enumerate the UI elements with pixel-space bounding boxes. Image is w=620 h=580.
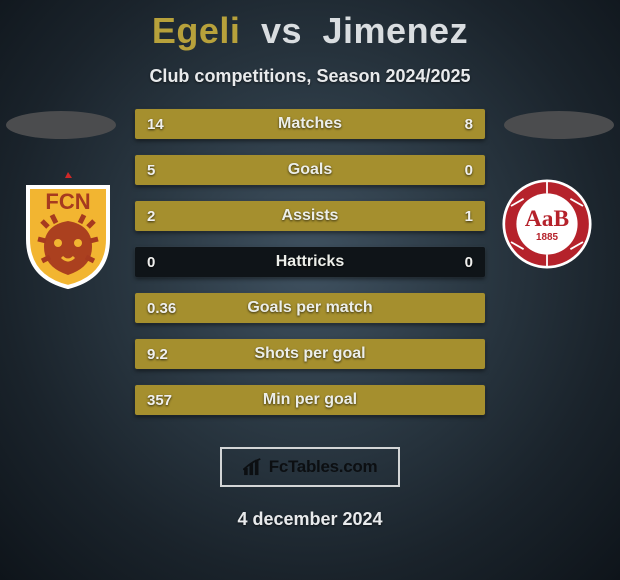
brand-tld: .com: [339, 457, 377, 476]
stat-row: 21Assists: [135, 201, 485, 231]
stat-row: 50Goals: [135, 155, 485, 185]
stat-row: 00Hattricks: [135, 247, 485, 277]
crest-left: FCN: [18, 169, 118, 289]
bar-chart-icon: [243, 458, 265, 476]
stat-label: Goals per match: [135, 293, 485, 323]
stat-label: Min per goal: [135, 385, 485, 415]
stat-label: Hattricks: [135, 247, 485, 277]
crest-left-star-icon: [65, 172, 72, 178]
stat-label: Shots per goal: [135, 339, 485, 369]
stat-row: 9.2Shots per goal: [135, 339, 485, 369]
stat-row: 0.36Goals per match: [135, 293, 485, 323]
crest-right-mono: AaB: [525, 206, 569, 232]
title-player1: Egeli: [152, 10, 241, 51]
brand-text: FcTables.com: [269, 457, 378, 477]
stat-bars: 148Matches 50Goals 21Assists 00Hattricks 0.3…: [135, 109, 485, 431]
crest-right-svg: AaB 1885: [502, 179, 592, 269]
page-title: Egeli vs Jimenez: [0, 0, 620, 52]
stat-label: Matches: [135, 109, 485, 139]
title-player2: Jimenez: [323, 10, 469, 51]
stat-row: 148Matches: [135, 109, 485, 139]
title-vs: vs: [261, 10, 302, 51]
player2-head-ellipse: [504, 111, 614, 139]
stat-row: 357Min per goal: [135, 385, 485, 415]
crest-right: AaB 1885: [502, 179, 602, 299]
subtitle: Club competitions, Season 2024/2025: [0, 66, 620, 87]
brand-name: FcTables: [269, 457, 339, 476]
crest-left-text: FCN: [45, 189, 90, 214]
player1-head-ellipse: [6, 111, 116, 139]
crest-right-year: 1885: [536, 232, 558, 243]
stat-label: Assists: [135, 201, 485, 231]
content-root: Egeli vs Jimenez Club competitions, Seas…: [0, 0, 620, 580]
comparison-area: FCN: [0, 109, 620, 439]
date-label: 4 december 2024: [0, 509, 620, 530]
stat-label: Goals: [135, 155, 485, 185]
crest-left-svg: FCN: [18, 169, 118, 289]
brand-box: FcTables.com: [220, 447, 400, 487]
